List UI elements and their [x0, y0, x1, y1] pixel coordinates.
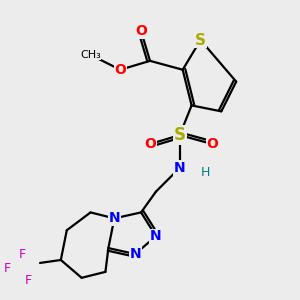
Text: O: O: [114, 63, 126, 77]
Text: S: S: [195, 32, 206, 47]
Text: O: O: [135, 24, 147, 38]
Text: N: N: [150, 229, 162, 243]
Text: O: O: [206, 137, 218, 151]
Text: CH₃: CH₃: [80, 50, 101, 60]
Text: N: N: [109, 212, 120, 225]
Text: O: O: [144, 137, 156, 151]
Text: F: F: [19, 248, 26, 260]
Text: F: F: [25, 274, 32, 287]
Text: F: F: [4, 262, 11, 275]
Text: H: H: [200, 166, 210, 179]
Text: N: N: [174, 161, 185, 175]
Text: N: N: [129, 247, 141, 261]
Text: S: S: [174, 126, 186, 144]
